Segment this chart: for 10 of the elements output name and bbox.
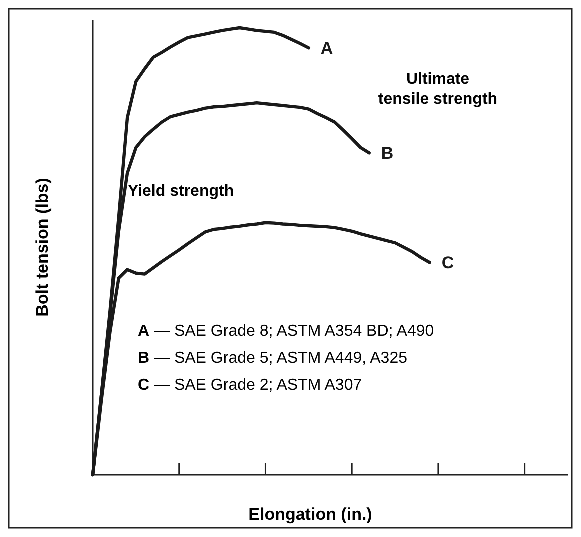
series-label: B — [381, 144, 394, 164]
annotation: Yield strength — [128, 183, 234, 200]
annotation: A — SAE Grade 8; ASTM A354 BD; A490 — [138, 323, 434, 340]
annotation: C — SAE Grade 2; ASTM A307 — [138, 377, 362, 394]
y-axis-title: Bolt tension (lbs) — [33, 178, 52, 317]
x-axis-title: Elongation (in.) — [248, 505, 372, 524]
annotation: B — SAE Grade 5; ASTM A449, A325 — [138, 350, 408, 367]
annotation: Ultimate tensile strength — [378, 71, 498, 108]
series-label: C — [442, 254, 454, 273]
series-label: A — [320, 39, 334, 58]
